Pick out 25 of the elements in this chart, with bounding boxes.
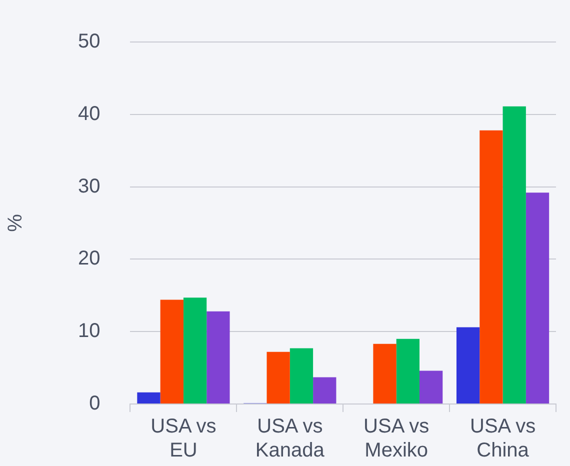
- bar: [373, 344, 396, 404]
- x-tick-label: USA vs EU: [150, 416, 216, 462]
- bar: [456, 327, 480, 404]
- y-tick-label: 50: [78, 30, 100, 53]
- y-tick-label: 40: [78, 102, 100, 125]
- bar: [480, 130, 503, 404]
- bar: [160, 300, 184, 404]
- bar: [183, 298, 207, 404]
- bar: [313, 377, 336, 404]
- bar: [396, 338, 420, 404]
- bar: [419, 370, 443, 404]
- bar: [290, 348, 314, 404]
- y-tick-label: 0: [89, 392, 100, 415]
- x-tick-label: USA vs Mexiko: [364, 416, 430, 462]
- bar: [526, 192, 550, 404]
- y-tick-label: 30: [78, 175, 100, 198]
- x-tick-label: USA vs Kanada: [255, 416, 326, 462]
- y-axis-title: %: [4, 214, 27, 232]
- bar: [266, 352, 290, 404]
- y-tick-label: 10: [78, 320, 100, 342]
- bar: [137, 392, 160, 404]
- y-tick-label: 20: [78, 248, 100, 270]
- bar: [206, 311, 230, 404]
- bar: [502, 106, 526, 404]
- x-tick-label: USA vs China: [470, 416, 536, 462]
